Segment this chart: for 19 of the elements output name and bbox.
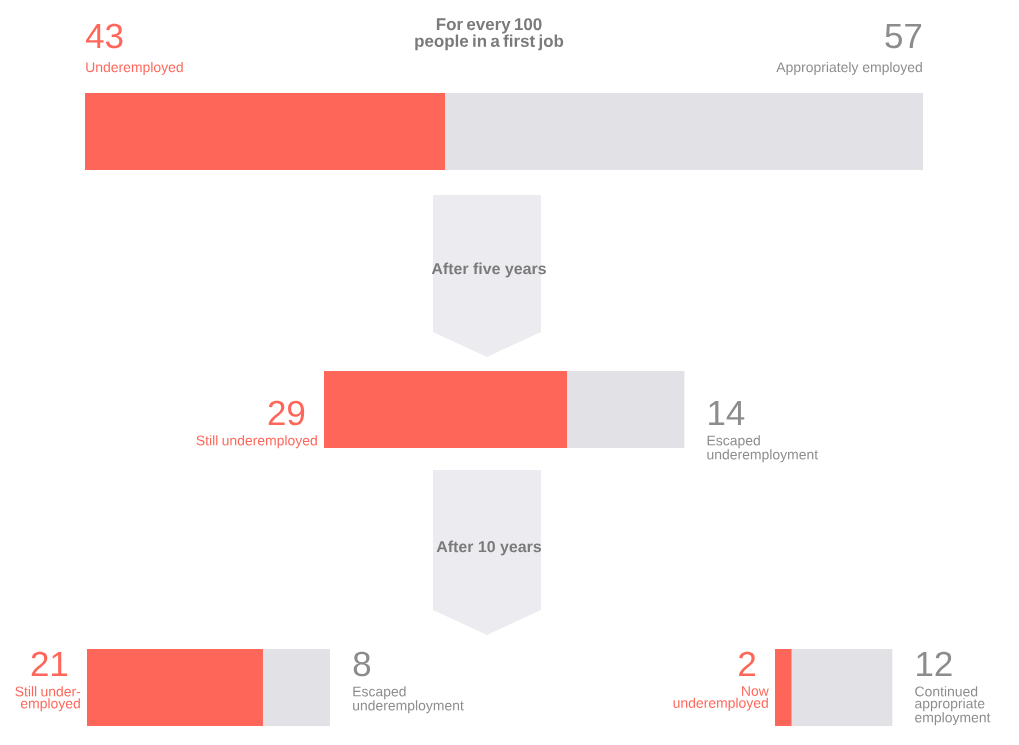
category-label: Still under-employed [15, 686, 81, 712]
data-label: 8 [353, 651, 371, 677]
category-label: Continued appropriate employment [915, 686, 991, 726]
text: After 10 years [436, 540, 542, 556]
category-label: Still underemployed [196, 435, 317, 449]
category-label: Escaped underemployment [353, 686, 464, 714]
text: For every 100 people in a first job [415, 18, 564, 51]
data-label: 21 [31, 651, 68, 676]
data-label: 29 [268, 400, 305, 426]
data-label: 12 [917, 651, 952, 676]
data-label: 14 [709, 400, 745, 425]
text: After five years [431, 262, 546, 278]
category-label: Underemployed [86, 61, 183, 75]
category-label: Now underemployed [673, 686, 769, 711]
data-label: 43 [86, 23, 123, 49]
category-label: Escaped underemployment [707, 435, 819, 463]
data-label: 57 [885, 23, 922, 49]
data-label: 2 [739, 651, 756, 676]
category-label: Appropriately employed [776, 61, 922, 75]
